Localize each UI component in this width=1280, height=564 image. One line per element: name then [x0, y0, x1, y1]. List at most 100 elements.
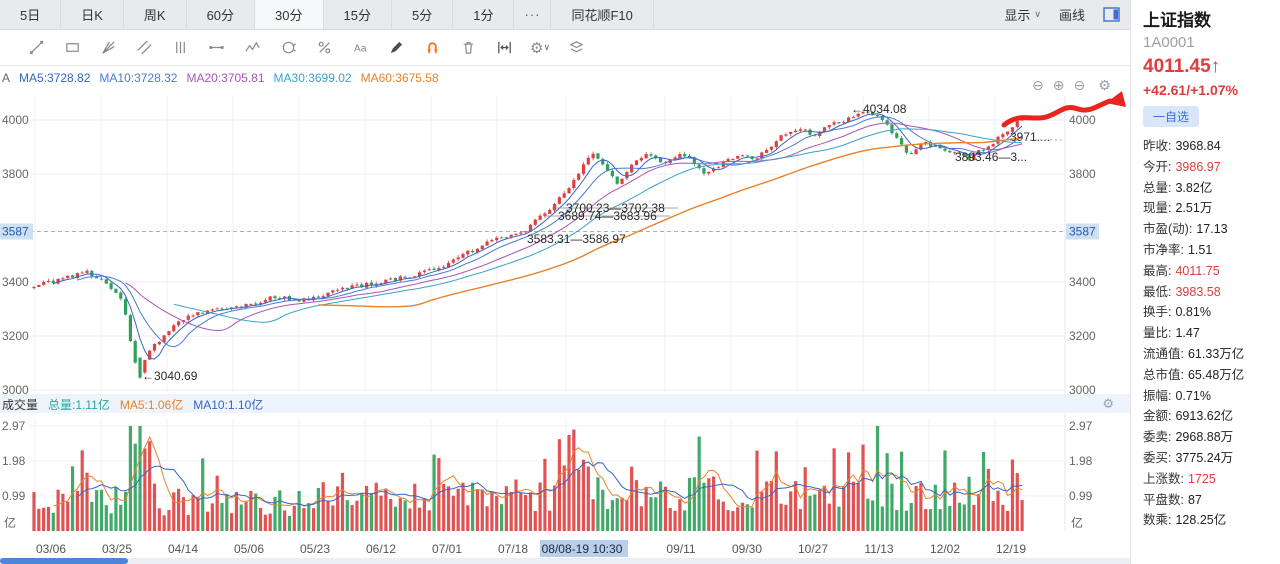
svg-text:3893.46—3...: 3893.46—3...: [955, 150, 1027, 164]
bar-spacing-tool-icon[interactable]: [494, 38, 514, 58]
tab-60分[interactable]: 60分: [187, 0, 256, 29]
tab-5分[interactable]: 5分: [392, 0, 454, 29]
svg-text:3689.74—3683.96: 3689.74—3683.96: [558, 209, 657, 223]
quote-row: 今开: 3986.97: [1143, 159, 1221, 174]
svg-text:1.98: 1.98: [1069, 454, 1093, 468]
svg-text:←4034.08: ←4034.08: [851, 102, 907, 116]
svg-text:10/27: 10/27: [798, 542, 828, 556]
svg-text:03/06: 03/06: [36, 542, 66, 556]
svg-text:12/19: 12/19: [996, 542, 1026, 556]
quote-row: 总市值: 65.48万亿: [1143, 367, 1245, 382]
svg-text:11/13: 11/13: [864, 542, 893, 556]
volume-label: MA10:1.10亿: [193, 398, 264, 412]
svg-text:0.99: 0.99: [1069, 489, 1093, 503]
chart-settings-icon[interactable]: ⚙: [1098, 77, 1111, 93]
svg-text:4000: 4000: [2, 113, 29, 127]
svg-text:05/06: 05/06: [234, 542, 264, 556]
collapse-icon[interactable]: ⊖: [1073, 77, 1086, 93]
svg-text:4000: 4000: [1069, 113, 1096, 127]
draw-line-button[interactable]: 画线: [1058, 8, 1085, 23]
layers-icon[interactable]: [566, 38, 586, 58]
rectangle-tool-icon[interactable]: [62, 38, 82, 58]
svg-text:04/14: 04/14: [168, 542, 198, 556]
volume-ma-labels: 总量:1.11亿 MA5:1.06亿 MA10:1.10亿: [48, 396, 263, 413]
price-change: +42.61/+1.07%: [1143, 82, 1238, 98]
gann-fan-tool-icon[interactable]: [98, 38, 118, 58]
horizontal-scrollbar[interactable]: [0, 558, 1130, 564]
tab-···[interactable]: ···: [514, 0, 552, 29]
svg-text:亿: 亿: [1071, 515, 1083, 530]
quote-row: 市净率: 1.51: [1143, 242, 1213, 257]
svg-text:亿: 亿: [4, 515, 16, 530]
parallel-channel-tool-icon[interactable]: [134, 38, 154, 58]
horizontal-segment-tool-icon[interactable]: [206, 38, 226, 58]
svg-text:3800: 3800: [1069, 167, 1096, 181]
panel-layout-icon[interactable]: [1103, 7, 1120, 22]
quote-row: 最低: 3983.58: [1143, 284, 1221, 299]
chart-panel: 5日 日K 周K 60分 30分 15分 5分 1分 ··· 同花顺F10 显示 ∨ 画线: [0, 0, 1130, 564]
settings-icon[interactable]: ⚙ ∨: [529, 39, 551, 57]
zoom-out-icon[interactable]: ⊖: [1032, 77, 1044, 93]
trash-icon[interactable]: [458, 38, 478, 58]
quote-sidebar: 上证指数 1A0001 4011.45↑ +42.61/+1.07% 一自选 昨…: [1130, 0, 1280, 564]
tabbar-right: 显示 ∨ 画线: [1004, 0, 1130, 29]
tab-30分[interactable]: 30分: [255, 0, 324, 29]
tab-15分[interactable]: 15分: [324, 0, 392, 29]
period-tabs: 5日 日K 周K 60分 30分 15分 5分 1分 ··· 同花顺F10: [0, 0, 654, 29]
percent-retrace-tool-icon[interactable]: [314, 38, 334, 58]
drawing-toolbar: Aa ⚙ ∨: [0, 30, 1130, 66]
quote-row: 昨收: 3968.84: [1143, 139, 1221, 153]
watchlist-button[interactable]: 一自选: [1143, 106, 1200, 127]
quote-row: 振幅: 0.71%: [1143, 388, 1211, 403]
svg-text:12/02: 12/02: [930, 542, 960, 556]
volume-header: 成交量 总量:1.11亿 MA5:1.06亿 MA10:1.10亿 ⚙: [0, 396, 1130, 413]
volume-settings-icon[interactable]: ⚙: [1102, 396, 1114, 411]
svg-text:03/25: 03/25: [102, 542, 132, 556]
quote-row: 量比: 1.47: [1143, 326, 1200, 341]
quote-row: 现量: 2.51万: [1143, 201, 1213, 216]
svg-text:09/11: 09/11: [666, 542, 695, 556]
chevron-down-icon: ∨: [543, 42, 551, 52]
volume-title: 成交量: [2, 398, 39, 412]
cycle-tool-icon[interactable]: [278, 38, 298, 58]
svg-text:3700.23—3702.38: 3700.23—3702.38: [566, 201, 665, 215]
pencil-tool-icon[interactable]: [386, 38, 406, 58]
svg-text:←3040.69: ←3040.69: [142, 369, 198, 383]
svg-text:3200: 3200: [1069, 329, 1096, 343]
display-label: 显示: [1004, 8, 1031, 23]
price-pane-controls: ⊖ ⊕ ⊖ ⚙: [1032, 77, 1111, 94]
quote-rows: 昨收: 3968.84 今开: 3986.97 总量: 3.82亿 现量: 2.51万 市盈(动…: [1143, 136, 1272, 531]
volume-label: MA5:1.06亿: [119, 398, 184, 412]
tab-同花顺F10[interactable]: 同花顺F10: [551, 0, 654, 29]
axis-labels: 4000 4000 3800 3800 3587 3587 3400 3400 3200 3200…: [0, 113, 1099, 557]
zoom-in-icon[interactable]: ⊕: [1052, 77, 1065, 93]
quote-row: 数乘: 128.25亿: [1143, 513, 1227, 528]
text-tool-icon[interactable]: Aa: [350, 38, 370, 58]
svg-text:3000: 3000: [1069, 383, 1096, 397]
tab-日K[interactable]: 日K: [61, 0, 124, 29]
svg-text:3000: 3000: [2, 383, 29, 397]
svg-text:09/30: 09/30: [732, 542, 762, 556]
wave-tool-icon[interactable]: [242, 38, 262, 58]
quote-row: 金额: 6913.62亿: [1143, 409, 1234, 424]
kline-chart[interactable]: 4000 4000 3800 3800 3587 3587 3400 3400 3200 3200…: [0, 66, 1130, 564]
tab-1分[interactable]: 1分: [453, 0, 515, 29]
svg-text:Aa: Aa: [353, 43, 366, 54]
trend-line-tool-icon[interactable]: [26, 38, 46, 58]
svg-text:3400: 3400: [1069, 275, 1096, 289]
svg-text:3583.31—3586.97: 3583.31—3586.97: [527, 232, 626, 246]
chart-area: 4000 4000 3800 3800 3587 3587 3400 3400 3200 3200…: [0, 66, 1130, 564]
svg-text:3587: 3587: [1069, 225, 1096, 239]
svg-text:07/18: 07/18: [498, 542, 528, 556]
magnet-tool-icon[interactable]: [422, 38, 442, 58]
tab-5日[interactable]: 5日: [0, 0, 62, 29]
last-price: 4011.45↑: [1143, 56, 1221, 77]
vertical-lines-tool-icon[interactable]: [170, 38, 190, 58]
svg-text:3971....: 3971....: [1010, 130, 1050, 144]
scrollbar-thumb[interactable]: [0, 558, 128, 564]
display-dropdown[interactable]: 显示 ∨: [1004, 5, 1041, 24]
drawn-arrow-annotation: [1001, 91, 1126, 128]
tab-周K[interactable]: 周K: [124, 0, 187, 29]
svg-text:05/23: 05/23: [300, 542, 330, 556]
svg-text:1.98: 1.98: [2, 454, 26, 468]
